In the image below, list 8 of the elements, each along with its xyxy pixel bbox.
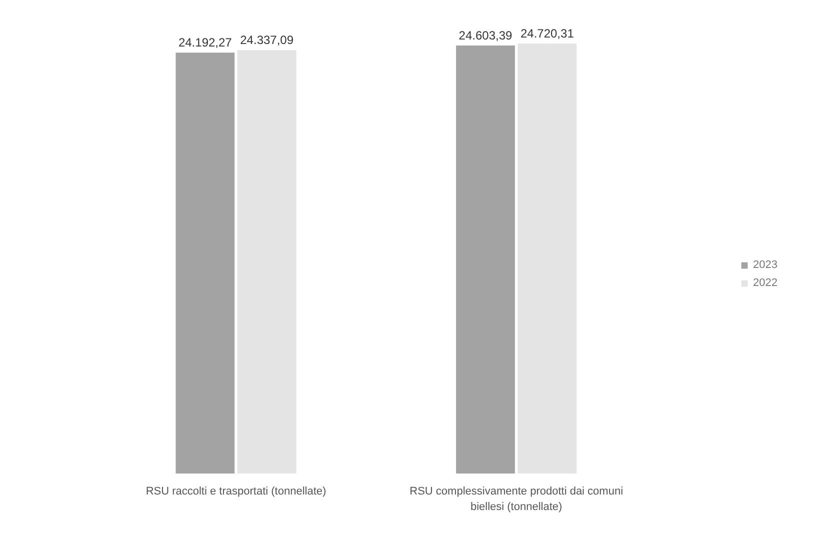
- data-label: 24.603,39: [458, 28, 513, 43]
- data-label: 24.720,31: [520, 26, 574, 40]
- legend-label: 2022: [753, 277, 778, 289]
- data-label: 24.337,09: [240, 33, 294, 48]
- data-label: 24.192,27: [178, 36, 232, 50]
- x-tick-label: RSU raccolti e trasportati (tonnellate): [146, 486, 326, 498]
- x-tick-label: RSU complessivamente prodotti dai comuni biellesi (tonnellate): [410, 486, 624, 514]
- legend-label: 2023: [753, 259, 778, 271]
